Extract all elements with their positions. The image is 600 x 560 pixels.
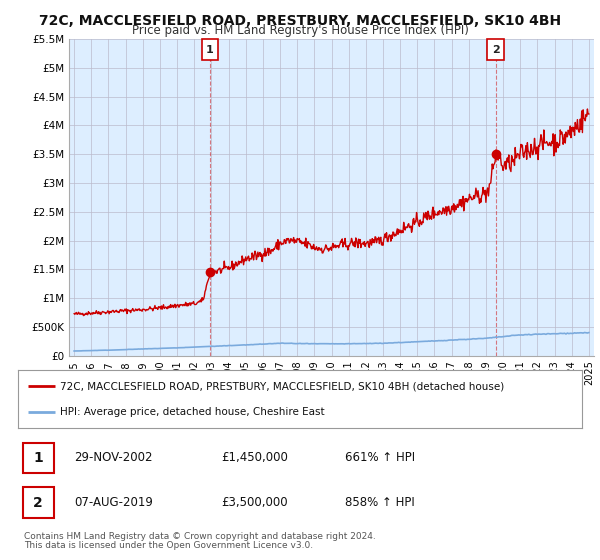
Text: 72C, MACCLESFIELD ROAD, PRESTBURY, MACCLESFIELD, SK10 4BH (detached house): 72C, MACCLESFIELD ROAD, PRESTBURY, MACCL… (60, 381, 505, 391)
Text: 07-AUG-2019: 07-AUG-2019 (74, 496, 153, 509)
Text: Contains HM Land Registry data © Crown copyright and database right 2024.: Contains HM Land Registry data © Crown c… (24, 532, 376, 541)
Text: 2: 2 (33, 496, 43, 510)
Text: 2: 2 (492, 45, 500, 55)
Text: 29-NOV-2002: 29-NOV-2002 (74, 451, 153, 464)
Text: Price paid vs. HM Land Registry's House Price Index (HPI): Price paid vs. HM Land Registry's House … (131, 24, 469, 36)
Text: £3,500,000: £3,500,000 (221, 496, 287, 509)
Text: 72C, MACCLESFIELD ROAD, PRESTBURY, MACCLESFIELD, SK10 4BH: 72C, MACCLESFIELD ROAD, PRESTBURY, MACCL… (39, 14, 561, 28)
FancyBboxPatch shape (23, 487, 53, 518)
Text: 858% ↑ HPI: 858% ↑ HPI (345, 496, 415, 509)
Text: 661% ↑ HPI: 661% ↑ HPI (345, 451, 415, 464)
Text: 1: 1 (33, 451, 43, 465)
Text: This data is licensed under the Open Government Licence v3.0.: This data is licensed under the Open Gov… (24, 541, 313, 550)
Text: HPI: Average price, detached house, Cheshire East: HPI: Average price, detached house, Ches… (60, 407, 325, 417)
Text: 1: 1 (206, 45, 214, 55)
FancyBboxPatch shape (23, 442, 53, 473)
Text: £1,450,000: £1,450,000 (221, 451, 288, 464)
